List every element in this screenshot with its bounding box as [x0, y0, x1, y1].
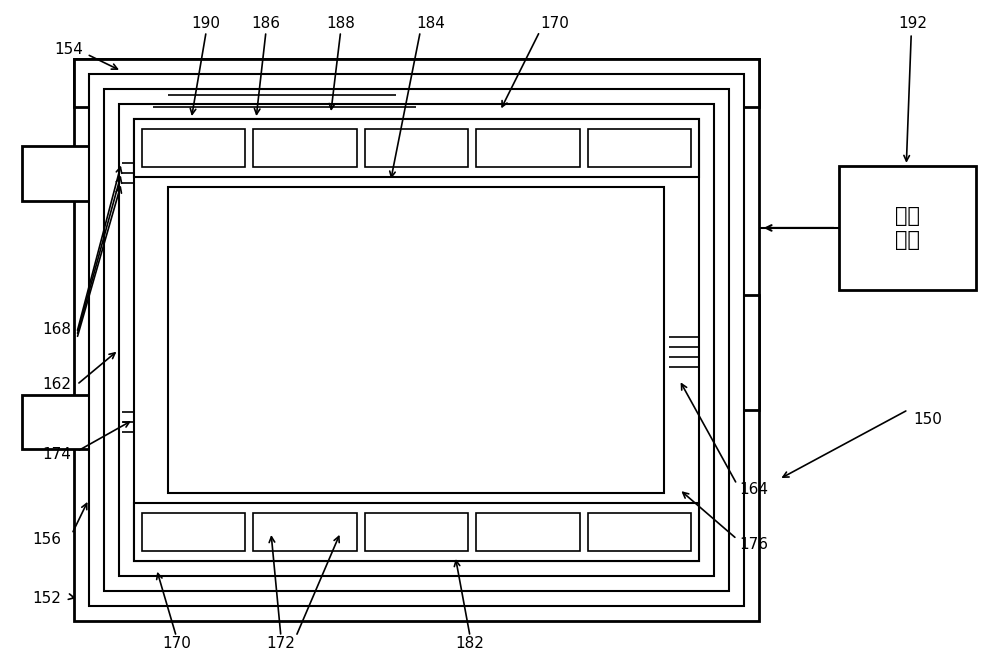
- Bar: [74, 59, 759, 621]
- Text: 182: 182: [456, 636, 485, 651]
- Bar: [253, 129, 357, 167]
- Bar: [104, 89, 729, 591]
- Text: 164: 164: [739, 482, 768, 497]
- Bar: [365, 129, 468, 167]
- Text: 168: 168: [42, 323, 71, 337]
- Text: 186: 186: [251, 16, 280, 31]
- Bar: [74, 59, 759, 107]
- Bar: [253, 513, 357, 551]
- Bar: [839, 166, 976, 290]
- Bar: [142, 513, 245, 551]
- Text: 树脂
材料: 树脂 材料: [895, 207, 920, 249]
- Text: 170: 170: [162, 636, 191, 651]
- Text: 172: 172: [266, 636, 295, 651]
- Text: 156: 156: [32, 531, 61, 546]
- Text: 184: 184: [416, 16, 445, 31]
- Text: 176: 176: [739, 537, 768, 552]
- Bar: [89, 74, 744, 606]
- Text: 192: 192: [899, 16, 928, 31]
- Text: 188: 188: [326, 16, 355, 31]
- Bar: [134, 119, 699, 177]
- Bar: [588, 513, 691, 551]
- Bar: [669, 295, 759, 410]
- Text: 150: 150: [913, 412, 942, 427]
- Bar: [168, 187, 664, 493]
- Bar: [588, 129, 691, 167]
- Text: 162: 162: [42, 378, 71, 392]
- Bar: [142, 129, 245, 167]
- Text: 152: 152: [32, 591, 61, 607]
- Text: 170: 170: [540, 16, 569, 31]
- Bar: [134, 504, 699, 561]
- Text: 190: 190: [192, 16, 221, 31]
- Bar: [22, 146, 122, 201]
- Bar: [134, 119, 699, 561]
- Bar: [119, 104, 714, 576]
- Bar: [365, 513, 468, 551]
- Bar: [22, 395, 122, 449]
- Text: 154: 154: [54, 42, 83, 57]
- Bar: [476, 513, 580, 551]
- Text: 174: 174: [42, 447, 71, 462]
- Bar: [476, 129, 580, 167]
